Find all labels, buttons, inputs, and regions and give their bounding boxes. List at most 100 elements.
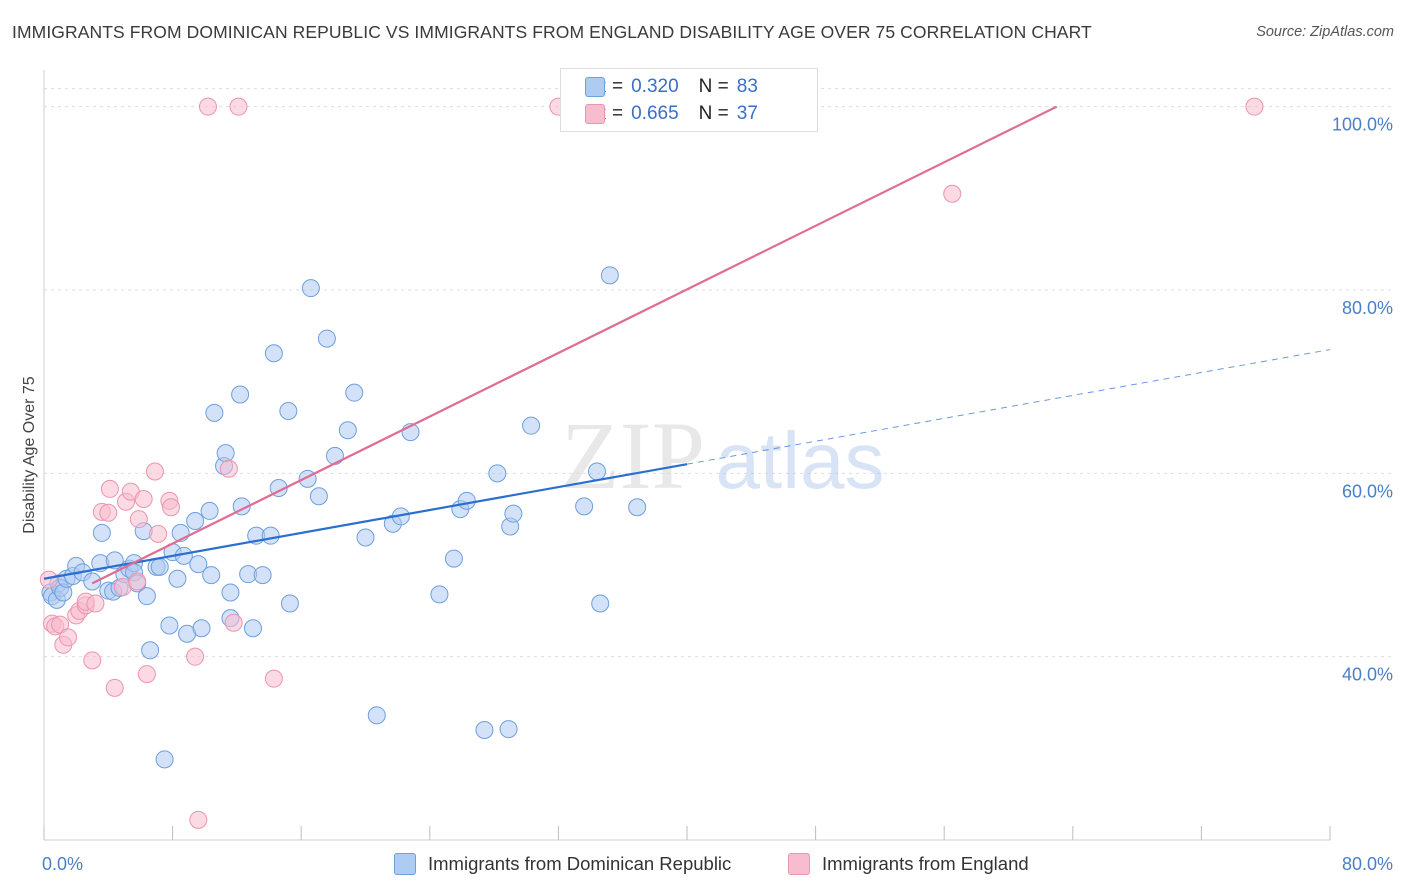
bottom-legend-swatch-pink [788,853,810,875]
dominican-point [280,594,299,613]
england-point [224,613,243,632]
dominican-point [499,720,518,739]
england-point [943,184,962,203]
england-point [100,479,119,498]
legend-n-label: N = [698,103,729,124]
dominican-point [150,557,169,576]
dominican-point [309,487,328,506]
y-tick-label: 60.0% [1342,481,1393,501]
england-point [145,462,164,481]
dominican-point [475,721,494,739]
england-point [161,498,180,517]
dominican-point [587,462,606,481]
england-point [59,628,78,647]
legend-swatch-blue [585,77,605,97]
dominican-trend-line [43,463,688,580]
dominican-point [92,523,111,542]
dominican-point [444,549,463,568]
dominican-point [575,497,594,516]
england-point [264,669,283,688]
legend-r-value: 0.665 [631,103,679,124]
england-point [129,510,148,529]
dominican-point [160,616,179,635]
dominican-point [83,572,102,591]
dominican-point [168,569,187,588]
dominican-point [141,641,160,660]
dominican-point [628,498,647,517]
england-point [229,97,248,116]
dominican-point [231,385,250,404]
dominican-point [301,279,320,298]
dominican-point [192,619,211,638]
dominican-point [600,266,619,285]
england-point [186,647,205,666]
dominican-point [253,566,272,585]
dominican-point [205,403,224,422]
england-point [99,503,118,522]
england-point [198,97,217,116]
england-point [189,810,208,829]
england-point [1245,97,1264,116]
dominican-point [338,421,357,440]
dominican-point [591,594,610,613]
x-tick-label: 80.0% [1342,854,1393,874]
legend-swatch-pink [585,104,605,124]
dominican-point [430,585,449,604]
correlation-legend: R = 0.320 N = 83 R = 0.665 N = 37 [560,68,818,132]
dominican-point [243,619,262,638]
dominican-point [189,555,208,574]
y-axis-label: Disability Age Over 75 [21,376,38,534]
dominican-point [325,446,344,465]
england-point [134,490,153,508]
x-tick-label: 0.0% [42,854,83,874]
england-point [219,459,238,478]
england-point [128,572,147,591]
dominican-point [221,583,240,602]
dominican-point [137,587,156,606]
bottom-legend-swatch-blue [394,853,416,875]
dominican-point [367,706,386,725]
dominican-point [155,750,174,769]
dominican-point [200,501,219,520]
legend-n-value: 83 [736,76,758,97]
bottom-legend-label: Immigrants from Dominican Republic [428,853,732,874]
england-point [105,678,124,697]
legend-row-dominican: R = 0.320 N = 83 [585,75,758,99]
england-point [137,665,156,684]
legend-row-england: R = 0.665 N = 37 [585,102,758,126]
y-tick-label: 40.0% [1342,665,1393,685]
y-tick-label: 100.0% [1332,115,1393,135]
watermark-zip: ZIP [561,402,705,509]
dominican-point [488,464,507,483]
dominican-point [261,526,280,545]
chart-title: IMMIGRANTS FROM DOMINICAN REPUBLIC VS IM… [12,22,1092,42]
legend-n-label: N = [698,76,729,97]
england-point [39,570,58,589]
legend-r-value: 0.320 [631,76,679,97]
dominican-point [457,491,476,510]
trend-lines [43,105,1331,585]
bottom-legend-label: Immigrants from England [822,853,1029,874]
dominican-point [202,566,221,585]
watermark-atlas: atlas [716,416,885,505]
legend-n-value: 37 [736,103,758,124]
dominican-trend-extension [686,349,1331,465]
dominican-point [186,512,205,530]
dominican-point [522,416,541,435]
dominican-point [317,329,336,348]
tick-labels: 40.0% 60.0% 80.0% 100.0% 0.0% 80.0% [42,115,1393,874]
dominican-point [279,402,298,420]
england-point [51,615,70,634]
dominican-point [504,504,523,523]
dominican-point [264,344,283,363]
axes [43,70,1331,841]
data-points [39,97,1264,829]
england-point [86,594,105,613]
dominican-point [345,383,364,402]
england-trend-line [91,105,1058,585]
dominican-point [216,444,235,463]
dominican-point [356,528,375,547]
source-label: Source: ZipAtlas.com [1256,24,1394,40]
england-point [149,524,168,543]
